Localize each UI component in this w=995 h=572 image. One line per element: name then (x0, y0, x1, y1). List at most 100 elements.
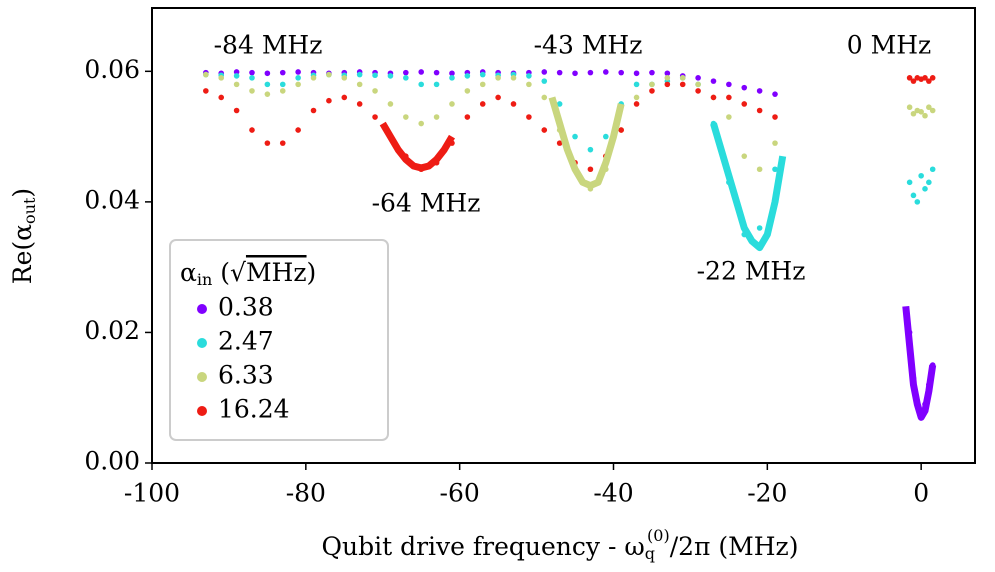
data-point (572, 133, 578, 140)
annotation: -22 MHz (697, 257, 806, 286)
data-point (203, 88, 209, 94)
data-point (926, 104, 932, 111)
data-point (772, 114, 778, 120)
x-label-superscript: (0) (647, 526, 670, 545)
data-point (264, 70, 271, 77)
data-point (418, 69, 425, 75)
annotation: -64 MHz (372, 189, 481, 218)
data-point (403, 114, 409, 120)
data-point (906, 179, 913, 186)
data-point (587, 146, 594, 153)
data-point (279, 69, 286, 76)
fit-curve (710, 122, 787, 252)
data-point (926, 78, 932, 84)
data-point (264, 81, 271, 88)
data-point (418, 120, 425, 127)
x-label-text: Qubit drive frequency - ω (322, 532, 645, 561)
data-point (910, 78, 917, 84)
data-point (233, 69, 240, 75)
legend-title-paren: ( (212, 258, 230, 287)
data-point (618, 69, 624, 76)
data-point (756, 88, 763, 94)
legend-title-close: ) (307, 258, 317, 287)
data-point (603, 133, 609, 140)
data-point (772, 140, 778, 146)
legend-marker (197, 304, 207, 314)
data-point (918, 172, 924, 179)
data-point (310, 107, 317, 114)
legend-title-root: √ (230, 258, 246, 287)
data-point (756, 225, 763, 231)
data-point (556, 69, 563, 76)
x-tick-label: -80 (286, 479, 326, 508)
x-label-text-end: /2π (MHz) (670, 532, 799, 561)
data-point (926, 179, 932, 186)
legend-box (169, 239, 389, 441)
data-point (310, 75, 317, 81)
data-point (556, 140, 563, 146)
data-point (664, 75, 671, 81)
data-point (433, 81, 440, 88)
data-point (249, 75, 255, 81)
data-point (356, 71, 363, 78)
data-point (556, 101, 563, 107)
annotation: -84 MHz (214, 31, 323, 60)
x-tick-label: -40 (593, 479, 633, 508)
data-point (910, 110, 917, 117)
data-point (541, 127, 548, 133)
data-point (218, 75, 225, 81)
data-point (618, 127, 624, 133)
legend-marker (197, 406, 207, 416)
data-point (279, 88, 286, 94)
data-point (433, 114, 440, 120)
data-point (922, 186, 928, 192)
data-point (633, 70, 640, 77)
data-point (910, 192, 917, 199)
annotation: -43 MHz (534, 31, 643, 60)
data-point (295, 81, 301, 88)
data-point (710, 78, 717, 84)
data-point (495, 94, 501, 101)
data-point (479, 81, 486, 88)
data-point (326, 97, 332, 104)
data-point (449, 75, 455, 81)
data-point (479, 71, 486, 78)
data-point (449, 70, 455, 77)
data-point (541, 94, 548, 101)
data-point (295, 127, 301, 133)
data-point (203, 71, 209, 78)
y-label-text: Re(α (8, 224, 37, 284)
data-point (326, 71, 332, 78)
data-point (449, 101, 455, 107)
data-point (633, 81, 640, 88)
data-point (679, 75, 686, 81)
data-point (510, 101, 517, 107)
x-tick-label: -100 (124, 479, 180, 508)
legend-title-radicand: MHz (246, 258, 307, 287)
data-point (572, 70, 578, 77)
data-point (918, 108, 924, 115)
data-point (341, 94, 348, 101)
y-tick-label: 0.04 (84, 185, 140, 214)
data-point (218, 94, 225, 101)
legend-label: 2.47 (218, 327, 274, 356)
legend-marker (197, 372, 207, 382)
data-point (249, 69, 255, 76)
data-point (372, 114, 378, 120)
data-point (695, 75, 701, 81)
data-point (772, 91, 778, 97)
data-point (433, 69, 440, 76)
data-point (906, 104, 913, 111)
data-point (741, 153, 748, 159)
legend-title: αin (√MHz) (180, 258, 316, 289)
data-point (403, 75, 409, 81)
y-axis-label: Re(αout) (8, 188, 39, 284)
fit-curve (902, 305, 937, 421)
data-point (587, 69, 594, 76)
data-point (664, 70, 671, 77)
data-point (249, 127, 255, 133)
x-tick-label: -60 (440, 479, 480, 508)
y-tick-label: 0.02 (84, 316, 140, 345)
data-point (756, 166, 763, 173)
